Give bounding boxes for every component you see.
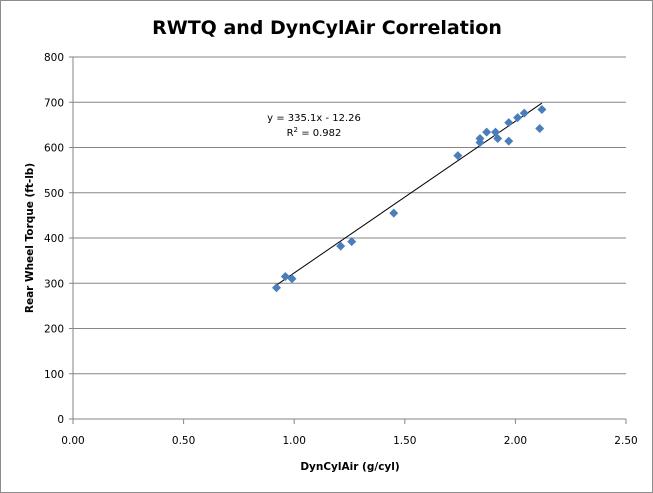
y-tick-label: 500 — [44, 188, 64, 200]
data-point — [537, 104, 547, 114]
gridlines — [73, 56, 626, 375]
x-tick-label: 0.00 — [61, 435, 84, 447]
chart-title: RWTQ and DynCylAir Correlation — [152, 17, 502, 39]
r2-superscript: 2 — [294, 126, 298, 134]
x-tick-label: 1.00 — [283, 435, 306, 447]
r2-value: = 0.982 — [298, 128, 341, 139]
trendline-equation: y = 335.1x - 12.26 — [267, 113, 361, 124]
data-point — [475, 133, 485, 143]
r-squared-label: R2 = 0.982 — [287, 126, 342, 139]
data-point — [504, 136, 514, 146]
y-tick-label: 100 — [44, 369, 64, 381]
data-point — [513, 113, 523, 123]
y-tick-label: 300 — [44, 278, 64, 290]
data-point — [287, 274, 297, 284]
y-tick-label: 700 — [44, 97, 64, 109]
data-point — [482, 127, 492, 137]
data-point — [519, 108, 529, 118]
x-axis-ticks: 0.00 0.50 1.00 1.50 2.00 2.50 — [61, 419, 638, 447]
y-tick-label: 600 — [44, 143, 64, 155]
x-tick-label: 0.50 — [172, 435, 195, 447]
x-tick-label: 2.50 — [614, 435, 637, 447]
r2-prefix: R — [287, 128, 294, 139]
y-tick-label: 200 — [44, 324, 64, 336]
data-point — [389, 208, 399, 218]
data-point — [336, 241, 346, 251]
data-point — [504, 118, 514, 128]
data-point — [453, 151, 463, 161]
x-axis-title: DynCylAir (g/cyl) — [300, 461, 399, 473]
y-axis-ticks: 0 100 200 300 400 500 600 700 800 — [44, 52, 73, 426]
data-point — [347, 237, 357, 247]
data-points — [272, 104, 547, 293]
y-tick-label: 400 — [44, 233, 64, 245]
x-tick-label: 1.50 — [393, 435, 416, 447]
y-tick-label: 0 — [57, 414, 64, 426]
x-tick-label: 2.00 — [504, 435, 527, 447]
data-point — [272, 283, 282, 293]
y-tick-label: 800 — [44, 52, 64, 64]
y-axis-title: Rear Wheel Torque (ft-lb) — [24, 163, 36, 313]
data-point — [535, 123, 545, 133]
data-point — [493, 133, 503, 143]
